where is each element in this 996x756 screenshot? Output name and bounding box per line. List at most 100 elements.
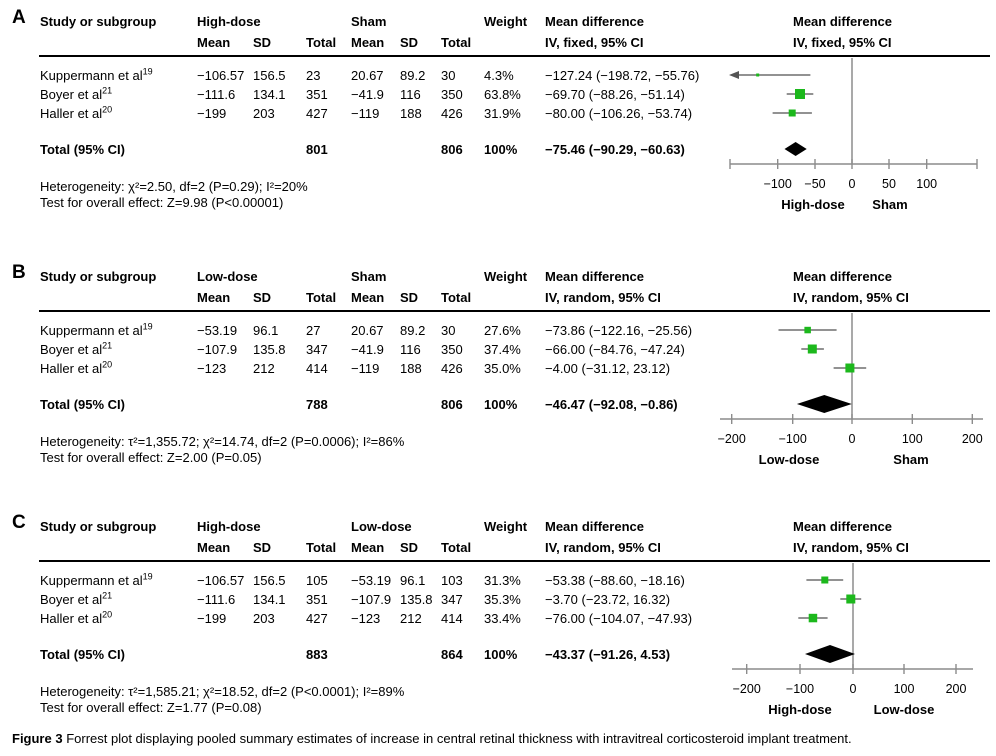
cell-total1: 427 (306, 611, 328, 626)
svg-text:−100: −100 (764, 177, 792, 191)
figure-caption: Figure 3 Forrest plot displaying pooled … (12, 731, 852, 747)
total-n2: 806 (441, 397, 463, 412)
svg-text:100: 100 (916, 177, 937, 191)
col-header-weight: Weight (484, 269, 528, 284)
cell-sd2: 96.1 (400, 573, 426, 588)
cell-md-ci: −4.00 (−31.12, 23.12) (545, 361, 671, 376)
cell-mean1: −106.57 (197, 573, 245, 588)
svg-text:−50: −50 (804, 177, 825, 191)
axis-tick-labels: −200 −100 0 100 200 (733, 682, 967, 696)
cell-weight: 37.4% (484, 342, 521, 357)
col-header-md: Mean difference (545, 519, 644, 534)
col-header-mean2: Mean (351, 540, 385, 555)
total-n2: 806 (441, 142, 463, 157)
col-header-sd2: SD (400, 290, 419, 305)
cell-sd2: 188 (400, 106, 422, 121)
total-label: Total (95% CI) (40, 142, 125, 157)
cell-mean2: −41.9 (351, 87, 384, 102)
col-header-study: Study or subgroup (40, 269, 157, 284)
effect-square (845, 363, 855, 373)
study-name: Haller et al20 (40, 359, 113, 376)
col-header-group2: Low-dose (351, 519, 412, 534)
svg-text:0: 0 (850, 682, 857, 696)
overall-effect-text: Test for overall effect: Z=1.77 (P=0.08) (40, 700, 262, 715)
col-header-mean2: Mean (351, 290, 385, 305)
total-weight: 100% (484, 397, 518, 412)
cell-sd2: 89.2 (400, 323, 426, 338)
effect-square (756, 73, 760, 77)
svg-text:0: 0 (849, 432, 856, 446)
col-header-mean1: Mean (197, 290, 231, 305)
effect-square (807, 344, 817, 354)
cell-mean1: −199 (197, 106, 227, 121)
ci-arrow-left-icon (729, 71, 739, 79)
panel-c-label: C (12, 512, 26, 533)
cell-sd2: 89.2 (400, 68, 426, 83)
cell-sd1: 203 (253, 611, 275, 626)
total-md-ci: −43.37 (−91.26, 4.53) (545, 647, 671, 662)
reference-superscript: 19 (142, 321, 153, 332)
cell-md-ci: −66.00 (−84.76, −47.24) (545, 342, 685, 357)
heterogeneity-text: Heterogeneity: τ²=1,585.21; χ²=18.52, df… (40, 684, 405, 699)
cell-mean1: −106.57 (197, 68, 245, 83)
forest-plot-a: −100 −50 0 50 100 High-dose Sham (729, 58, 978, 212)
study-name: Kuppermann et al19 (40, 571, 153, 588)
col-header-total2: Total (441, 540, 472, 555)
cell-md-ci: −73.86 (−122.16, −25.56) (545, 323, 693, 338)
total-n1: 801 (306, 142, 328, 157)
forest-plot-c: −200 −100 0 100 200 High-dose Low-dose (732, 563, 973, 717)
cell-mean2: 20.67 (351, 323, 384, 338)
total-label: Total (95% CI) (40, 647, 125, 662)
figure-caption-text: Forrest plot displaying pooled summary e… (66, 731, 852, 746)
reference-superscript: 21 (102, 590, 113, 601)
col-header-sd1: SD (253, 540, 272, 555)
cell-mean2: −119 (351, 106, 380, 121)
cell-weight: 27.6% (484, 323, 521, 338)
cell-md-ci: −127.24 (−198.72, −55.76) (545, 68, 700, 83)
axis-right-label: Sham (872, 197, 907, 212)
axis-left-label: Low-dose (759, 452, 820, 467)
reference-superscript: 19 (142, 571, 153, 582)
cell-sd2: 188 (400, 361, 422, 376)
panel-c: C Study or subgroup High-dose Low-dose W… (0, 505, 996, 730)
panel-a-label: A (12, 7, 26, 28)
reference-superscript: 20 (102, 609, 113, 620)
study-name: Kuppermann et al19 (40, 66, 153, 83)
cell-total2: 347 (441, 592, 463, 607)
axis-ticks (746, 664, 957, 674)
axis-right-label: Low-dose (874, 702, 935, 717)
axis-left-label: High-dose (781, 197, 845, 212)
total-n2: 864 (441, 647, 463, 662)
cell-total1: 27 (306, 323, 321, 338)
panel-b-label: B (12, 262, 26, 283)
cell-weight: 35.3% (484, 592, 521, 607)
pooled-diamond (796, 395, 852, 413)
col-header-sd1: SD (253, 35, 272, 50)
axis-ticks (729, 159, 978, 169)
col-header-weight: Weight (484, 519, 528, 534)
cell-total2: 414 (441, 611, 463, 626)
total-md-ci: −75.46 (−90.29, −60.63) (545, 142, 685, 157)
axis-tick-labels: −100 −50 0 50 100 (764, 177, 938, 191)
cell-sd1: 212 (253, 361, 275, 376)
cell-sd2: 135.8 (400, 592, 433, 607)
reference-superscript: 21 (102, 340, 113, 351)
cell-weight: 31.9% (484, 106, 521, 121)
col-header-study: Study or subgroup (40, 519, 157, 534)
cell-total1: 427 (306, 106, 328, 121)
col-header-group1: High-dose (197, 14, 261, 29)
cell-mean2: −107.9 (351, 592, 392, 607)
cell-sd1: 134.1 (253, 87, 286, 102)
svg-text:−100: −100 (786, 682, 814, 696)
cell-mean1: −53.19 (197, 323, 238, 338)
cell-mean2: 20.67 (351, 68, 384, 83)
cell-mean1: −199 (197, 611, 227, 626)
cell-mean1: −111.6 (197, 87, 236, 102)
cell-mean2: −123 (351, 611, 381, 626)
col-header-group2: Sham (351, 14, 387, 29)
col-header-total2: Total (441, 35, 472, 50)
cell-sd1: 203 (253, 106, 275, 121)
col-header-group1: Low-dose (197, 269, 258, 284)
cell-md-ci: −53.38 (−88.60, −18.16) (545, 573, 685, 588)
